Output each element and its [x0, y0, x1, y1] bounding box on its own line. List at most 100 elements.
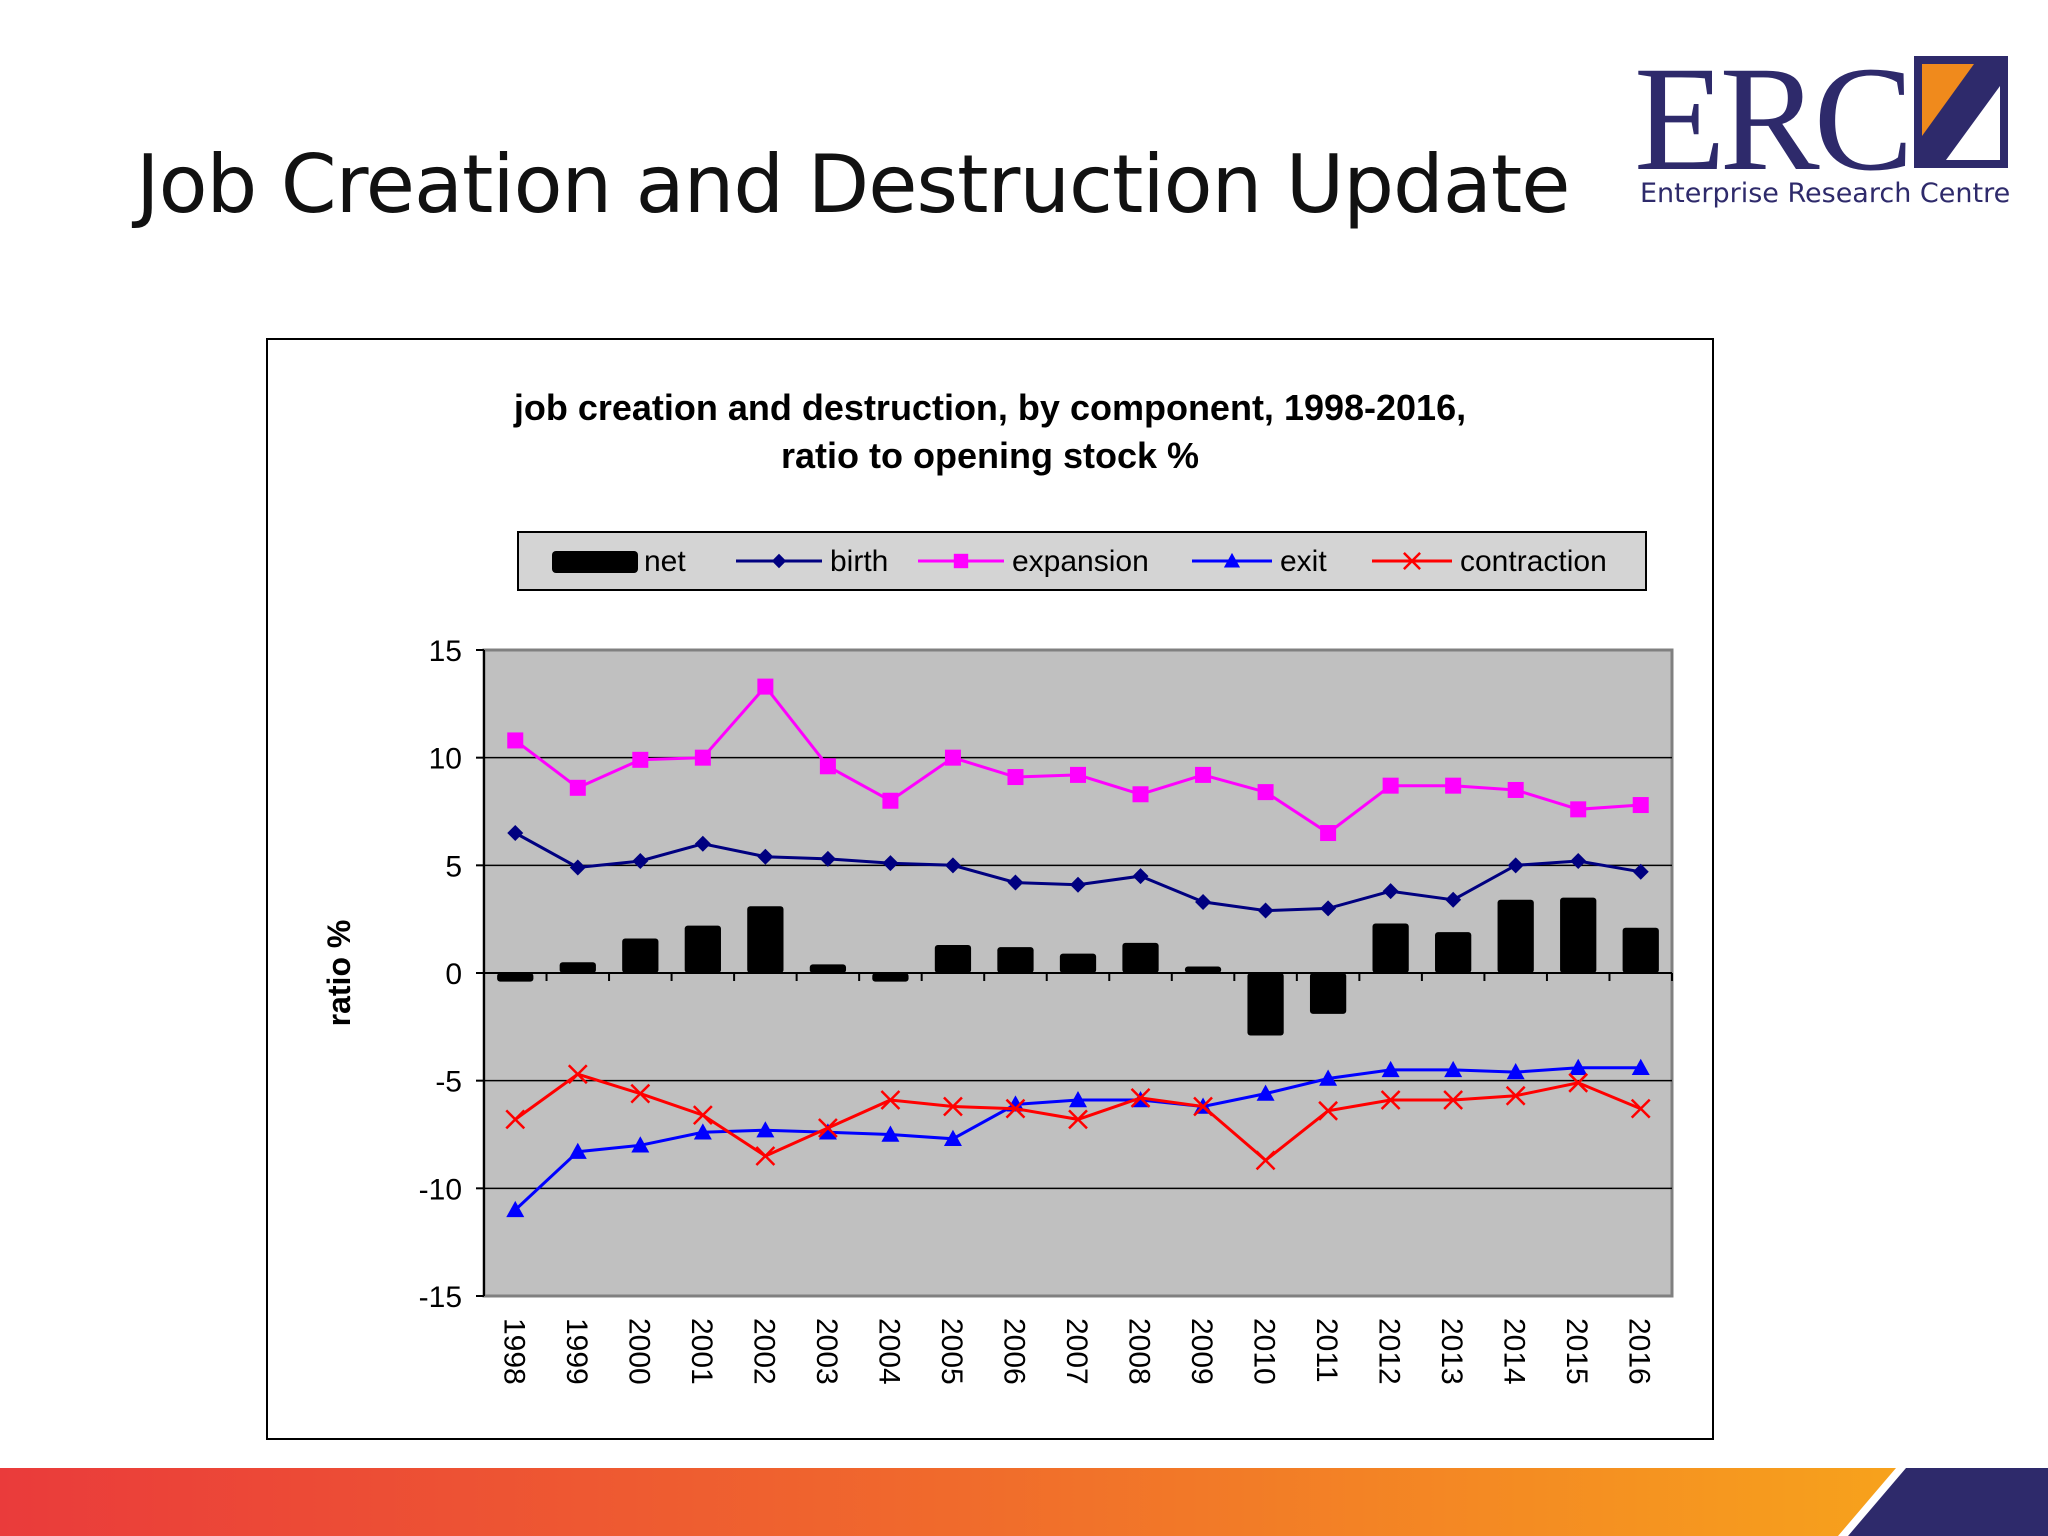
point-birth-2014	[1507, 857, 1524, 874]
point-birth-1999	[569, 859, 586, 876]
legend-label-expansion: expansion	[1012, 545, 1149, 578]
bar-net-2011	[1309, 973, 1347, 1014]
bar-net-2008	[1122, 942, 1159, 973]
point-birth-2000	[632, 853, 649, 870]
point-contraction-2015	[1568, 1072, 1589, 1093]
chart-title-line-2: ratio to opening stock %	[781, 435, 1199, 476]
x-tick-label-2011: 2011	[1310, 1318, 1343, 1383]
erc-logo: ERC Enterprise Research Centre	[1630, 44, 2010, 220]
bar-net-2005	[934, 945, 972, 973]
legend-marker-birth	[771, 553, 787, 569]
point-contraction-2000	[630, 1083, 651, 1104]
y-tick-label-10: 10	[429, 743, 462, 776]
point-exit-2000	[631, 1136, 650, 1153]
x-tick-label-2003: 2003	[810, 1318, 843, 1385]
point-birth-2009	[1195, 893, 1212, 910]
point-expansion-2015	[1570, 801, 1587, 818]
point-exit-2015	[1569, 1058, 1588, 1075]
y-axis-label: ratio %	[321, 920, 357, 1027]
y-tick-label--10: -10	[419, 1173, 462, 1206]
point-expansion-2011	[1320, 825, 1337, 842]
point-exit-2012	[1381, 1060, 1400, 1078]
legend-box	[517, 531, 1647, 591]
point-expansion-2005	[944, 749, 961, 766]
bar-net-2010	[1247, 973, 1284, 1036]
bar-net-2012	[1372, 923, 1409, 973]
logo-letters: ERC	[1634, 36, 1914, 202]
point-birth-2004	[882, 855, 899, 872]
x-tick-label-2006: 2006	[997, 1318, 1030, 1385]
bar-net-2000	[622, 938, 659, 973]
point-contraction-2016	[1630, 1098, 1651, 1119]
point-birth-2003	[819, 850, 836, 867]
point-birth-2001	[694, 835, 711, 852]
point-contraction-2006	[1005, 1098, 1026, 1119]
point-birth-2008	[1132, 868, 1149, 885]
point-exit-2001	[693, 1123, 712, 1140]
x-tick-label-2015: 2015	[1560, 1318, 1593, 1385]
point-expansion-1999	[569, 779, 586, 796]
point-expansion-2013	[1445, 777, 1462, 794]
point-exit-2013	[1444, 1060, 1463, 1078]
point-birth-2002	[757, 848, 774, 865]
point-contraction-2009	[1193, 1096, 1213, 1117]
point-contraction-2012	[1380, 1090, 1401, 1110]
point-expansion-2002	[757, 678, 774, 695]
bar-net-2013	[1435, 932, 1472, 973]
point-exit-2004	[881, 1125, 900, 1142]
point-exit-2007	[1069, 1091, 1087, 1108]
chart-frame: job creation and destruction, by compone…	[266, 338, 1714, 1440]
logo-slash-mark-icon	[1914, 56, 2008, 168]
point-exit-2005	[943, 1129, 962, 1147]
bar-net-2007	[1059, 953, 1097, 973]
bar-net-2015	[1560, 897, 1597, 973]
point-exit-2011	[1319, 1069, 1338, 1086]
x-tick-label-2016: 2016	[1623, 1318, 1656, 1385]
legend-label-net: net	[644, 545, 686, 578]
point-expansion-2007	[1070, 766, 1086, 783]
bar-net-2001	[684, 925, 721, 973]
y-tick-label-0: 0	[445, 958, 462, 991]
point-contraction-2007	[1068, 1109, 1088, 1130]
legend-label-exit: exit	[1280, 545, 1327, 578]
point-contraction-2011	[1318, 1100, 1338, 1121]
x-tick-label-2005: 2005	[935, 1318, 968, 1385]
x-tick-label-2008: 2008	[1123, 1318, 1156, 1385]
point-contraction-2003	[818, 1118, 838, 1138]
x-tick-label-2014: 2014	[1498, 1318, 1531, 1385]
bar-net-2006	[997, 947, 1034, 973]
point-contraction-2004	[880, 1090, 901, 1110]
legend-label-contraction: contraction	[1460, 545, 1607, 578]
point-expansion-2012	[1382, 777, 1399, 794]
point-expansion-2016	[1632, 797, 1649, 814]
slide-title: Job Creation and Destruction Update	[136, 138, 1570, 231]
point-birth-2016	[1632, 863, 1649, 880]
point-expansion-2008	[1132, 786, 1149, 803]
point-birth-2010	[1257, 902, 1274, 919]
point-exit-2010	[1256, 1084, 1275, 1101]
y-tick-label-15: 15	[429, 635, 462, 668]
bar-net-2016	[1622, 927, 1659, 973]
point-contraction-2010	[1255, 1150, 1276, 1171]
bar-net-1999	[559, 962, 596, 973]
x-tick-label-2004: 2004	[872, 1318, 905, 1385]
point-exit-2016	[1631, 1058, 1650, 1075]
point-expansion-2004	[882, 792, 899, 809]
y-tick-label--15: -15	[419, 1281, 462, 1314]
x-tick-label-2010: 2010	[1248, 1318, 1281, 1385]
x-tick-label-1998: 1998	[497, 1318, 530, 1385]
bar-net-2002	[747, 906, 784, 973]
legend-marker-exit	[1223, 552, 1241, 568]
chart: job creation and destruction, by compone…	[321, 387, 1674, 1385]
point-exit-2003	[818, 1123, 837, 1140]
point-expansion-2001	[694, 749, 711, 766]
point-birth-2011	[1320, 900, 1337, 917]
x-tick-label-2009: 2009	[1185, 1318, 1218, 1385]
x-tick-label-2000: 2000	[622, 1318, 655, 1385]
point-birth-2007	[1070, 876, 1086, 893]
chart-title-line-1: job creation and destruction, by compone…	[513, 387, 1466, 428]
legend-swatch-net	[552, 551, 638, 573]
y-tick-label--5: -5	[435, 1066, 462, 1099]
point-expansion-2000	[632, 751, 649, 768]
bar-net-2003	[809, 964, 847, 973]
